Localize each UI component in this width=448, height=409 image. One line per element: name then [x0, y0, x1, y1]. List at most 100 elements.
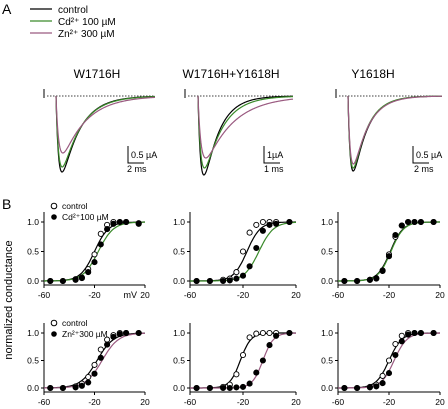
data-point-control	[91, 361, 98, 368]
x-tick-label: -60	[184, 397, 197, 407]
y-tick-label: 1.0	[321, 328, 333, 338]
y-tick-label: 0.5	[173, 356, 185, 366]
data-point-treatment	[411, 329, 418, 337]
data-point-treatment	[220, 384, 227, 392]
y-tick-label: 1.0	[173, 328, 185, 338]
y-tick-label: 0.0	[27, 383, 39, 393]
current-trace-zn	[197, 95, 294, 159]
data-point-treatment	[366, 384, 373, 391]
scale-bar-1: 0.5 µA 2 ms	[127, 146, 157, 174]
y-tick-label: 0.0	[173, 276, 185, 286]
data-point-treatment	[273, 220, 280, 227]
y-tick-label: 0.0	[321, 276, 333, 286]
x-tick-label: -60	[184, 290, 197, 300]
data-point-treatment	[116, 218, 123, 226]
x-tick-label: -20	[88, 290, 101, 300]
legend-control-label: control	[58, 5, 88, 16]
data-point-control	[398, 332, 405, 339]
data-point-treatment	[233, 275, 240, 282]
data-point-treatment	[135, 329, 142, 337]
data-point-treatment	[239, 272, 247, 279]
data-point-treatment	[47, 384, 54, 392]
scale-bar-3-y-label: 0.5 µA	[416, 150, 442, 160]
current-trace-zn	[55, 95, 156, 154]
data-point-treatment	[373, 383, 380, 390]
data-point-treatment	[116, 331, 123, 338]
data-point-treatment	[135, 220, 142, 227]
legend-zn-control-label: control	[62, 318, 88, 328]
data-point-treatment	[110, 220, 117, 227]
data-point-control	[259, 218, 266, 226]
y-tick-label: 0.0	[27, 276, 39, 286]
scale-bar-3-x-label: 2 ms	[414, 164, 434, 174]
data-point-control	[253, 330, 260, 337]
data-point-treatment	[373, 275, 380, 282]
y-tick-label: 1.0	[27, 328, 39, 338]
legend-cd-row: control Cd²⁺100 µM	[50, 201, 109, 222]
panel-label-a: A	[2, 1, 12, 17]
data-point-control	[239, 351, 247, 359]
data-point-control	[259, 329, 266, 337]
iv-plot-Zn-W1716H+Y1618H: 0.0 0.5 1.0 -60 -20 20	[173, 323, 301, 407]
legend-cd-treat-marker	[51, 214, 57, 220]
data-point-treatment	[246, 380, 253, 387]
data-point-treatment	[286, 218, 293, 226]
x-tick-label: -60	[332, 290, 345, 300]
data-point-control	[239, 248, 247, 255]
data-point-treatment	[405, 218, 412, 226]
x-tick-label: 20	[140, 290, 150, 300]
x-tick-label: -20	[383, 397, 396, 407]
scale-bar-2-lines	[263, 146, 280, 164]
legend-zn-treat-marker	[51, 331, 57, 337]
data-point-treatment	[59, 384, 66, 392]
data-point-treatment	[123, 218, 130, 226]
y-tick-label: 0.0	[173, 383, 185, 393]
y-tick-label: 1.0	[321, 217, 333, 227]
data-point-treatment	[341, 384, 348, 392]
data-point-treatment	[411, 218, 418, 226]
scale-bar-2-y-label: 1µA	[267, 150, 283, 160]
y-tick-label: 1.0	[173, 217, 185, 227]
y-tick-label: 1.0	[27, 217, 39, 227]
x-tick-label: -60	[38, 397, 51, 407]
data-point-control	[379, 372, 386, 379]
data-point-control	[97, 230, 104, 237]
data-point-control	[266, 329, 273, 337]
data-point-treatment	[104, 226, 111, 233]
data-point-treatment	[385, 370, 393, 377]
data-point-control	[253, 221, 260, 228]
trace-title-2: W1716H+Y1618H	[182, 67, 279, 81]
y-axis-label: normalized conductance	[3, 240, 15, 359]
data-point-control	[91, 251, 98, 258]
data-point-control	[233, 371, 240, 378]
legend-cd-label: Cd²⁺ 100 µM	[58, 17, 116, 28]
data-point-treatment	[417, 329, 424, 337]
data-point-treatment	[206, 277, 213, 285]
data-point-treatment	[398, 338, 405, 345]
data-point-treatment	[239, 383, 247, 390]
trace-title-1: W1716H	[74, 67, 121, 81]
top-legend: control Cd²⁺ 100 µM Zn²⁺ 300 µM	[30, 5, 116, 40]
legend-cd-treat-label: Cd²⁺100 µM	[62, 212, 109, 222]
data-point-treatment	[91, 259, 98, 266]
data-point-treatment	[379, 267, 386, 275]
fit-curve-control	[190, 332, 296, 389]
current-trace-cd	[197, 95, 294, 169]
data-point-treatment	[72, 276, 79, 283]
data-point-treatment	[123, 329, 130, 337]
panel-label-b: B	[2, 196, 11, 212]
iv-plot-Cd-W1716H+Y1618H: 0.0 0.5 1.0 -60 -20 20	[173, 212, 301, 300]
data-point-control	[246, 334, 253, 341]
data-point-treatment	[78, 382, 85, 389]
data-point-treatment	[430, 329, 437, 337]
x-tick-label: -20	[88, 397, 101, 407]
data-point-treatment	[85, 379, 92, 386]
data-point-treatment	[266, 221, 273, 228]
data-point-treatment	[193, 384, 200, 392]
x-tick-label: -60	[38, 290, 51, 300]
scale-bar-3: 0.5 µA 2 ms	[412, 146, 442, 174]
current-trace-cd	[55, 95, 156, 168]
data-point-treatment	[430, 218, 437, 226]
x-axis-label: mV	[124, 290, 138, 300]
data-point-treatment	[341, 277, 348, 285]
